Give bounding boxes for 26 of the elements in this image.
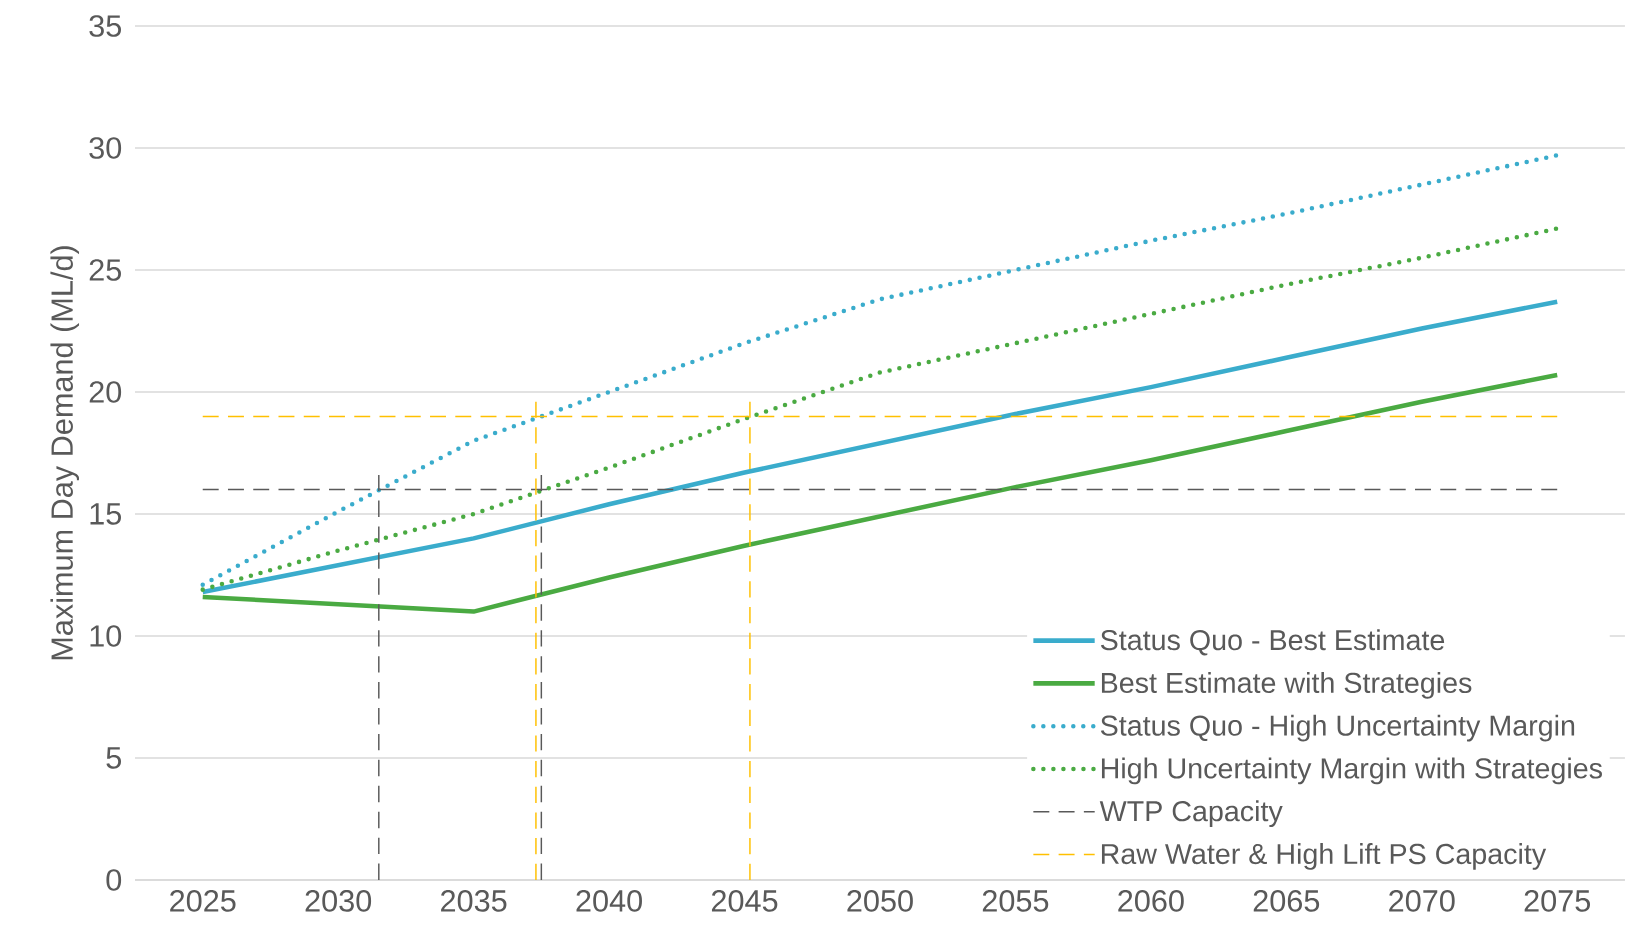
y-axis-title: Maximum Day Demand (ML/d) [50,246,80,660]
y-tick-label: 10 [90,625,122,647]
y-tick-label: 25 [89,259,121,281]
y-tick-label: 20 [89,381,122,403]
y-tick-label: 15 [90,503,121,525]
x-tick-label: 2045 [711,890,778,912]
y-tick-label: 0 [106,869,122,891]
legend-label: Raw Water & High Lift PS Capacity [1101,843,1547,870]
x-tick-label: 2055 [982,890,1049,912]
x-tick-label: 2075 [1524,890,1591,912]
legend-label: WTP Capacity [1099,800,1283,828]
x-tick-label: 2040 [576,890,642,912]
legend-label: Status Quo - High Uncertainty Margin [1100,714,1575,742]
legend-label: Best Estimate with Strategies [1101,672,1472,699]
x-tick-label: 2035 [441,890,507,912]
x-tick-label: 2060 [1118,890,1184,912]
x-tick-label: 2070 [1389,890,1455,912]
x-tick-label: 2025 [170,890,236,912]
x-tick-label: 2065 [1253,890,1320,912]
legend-label: Status Quo - Best Estimate [1100,629,1445,656]
legend-label: High Uncertainty Margin with Strategies [1101,757,1602,785]
y-tick-label: 5 [106,747,121,769]
x-tick-label: 2030 [305,890,372,912]
y-tick-label: 30 [89,137,122,159]
x-tick-label: 2050 [847,890,913,912]
y-tick-label: 35 [89,15,121,37]
